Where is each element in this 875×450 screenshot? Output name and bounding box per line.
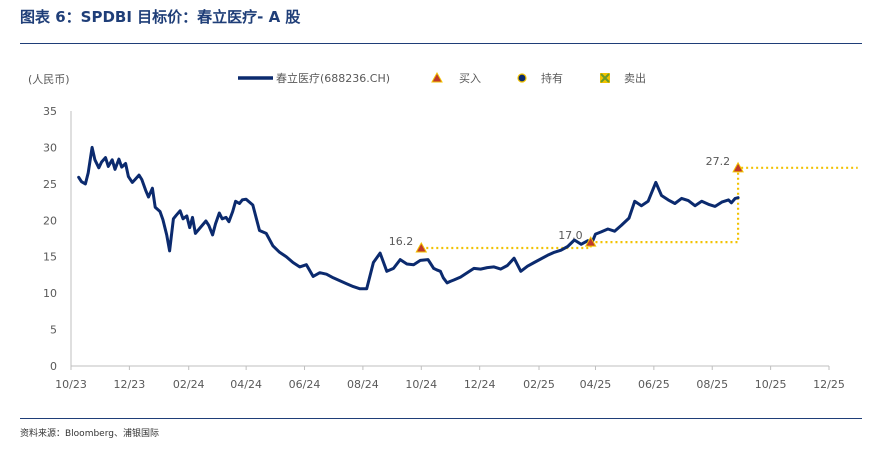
price-series (77, 145, 740, 291)
x-tick-label: 08/25 (696, 378, 728, 391)
y-tick-label: 5 (50, 324, 57, 337)
legend-entry-sell: 卖出 (624, 71, 646, 85)
target-price-label: 16.2 (389, 235, 414, 248)
y-tick-label: 25 (43, 178, 57, 191)
target-price-label: 27.2 (706, 155, 731, 168)
y-tick-label: 10 (43, 287, 57, 300)
x-tick-label: 06/25 (638, 378, 670, 391)
legend-entry-price: 春立医疗(688236.CH) (276, 71, 390, 85)
figure-title: 图表 6：SPDBI 目标价：春立医疗- A 股 (20, 8, 301, 26)
x-tick-label: 02/25 (523, 378, 555, 391)
y-tick-label: 20 (43, 214, 57, 227)
footer-rule (20, 418, 862, 419)
rating-markers: 16.2 17.0 27.2 (389, 155, 744, 253)
x-tick-label: 10/24 (405, 378, 437, 391)
y-tick-label: 0 (50, 360, 57, 373)
x-tick-label: 12/24 (464, 378, 496, 391)
target-price-label: 17.0 (558, 229, 583, 242)
header-rule (20, 43, 862, 44)
axes (70, 111, 829, 367)
x-axis-ticks: 10/23 12/23 02/24 04/24 06/24 08/24 10/24 12/24… (55, 366, 845, 391)
y-tick-label: 15 (43, 251, 57, 264)
legend-entry-buy: 买入 (459, 72, 481, 85)
buy-marker (732, 161, 744, 173)
x-tick-label: 02/24 (173, 378, 205, 391)
legend-entry-hold: 持有 (541, 71, 563, 85)
x-tick-label: 10/25 (755, 378, 787, 391)
y-tick-label: 30 (43, 141, 57, 154)
hold-circle-icon (517, 73, 527, 83)
sell-x-icon (600, 73, 610, 83)
x-tick-label: 12/25 (813, 378, 845, 391)
target-price-line (421, 166, 858, 250)
y-tick-label: 35 (43, 105, 57, 118)
y-axis-ticks: 0 5 10 15 20 25 30 35 (43, 105, 57, 373)
x-tick-label: 06/24 (289, 378, 321, 391)
x-tick-label: 04/24 (230, 378, 262, 391)
x-tick-label: 10/23 (55, 378, 87, 391)
target-price-path (421, 166, 858, 250)
unit-label: (人民币) (28, 73, 70, 86)
x-tick-label: 04/25 (580, 378, 612, 391)
price-line (77, 145, 740, 291)
buy-marker (584, 236, 597, 247)
chart-legend: 春立医疗(688236.CH) 买入 持有 卖出 (238, 71, 646, 85)
buy-marker (415, 241, 428, 253)
x-tick-label: 08/24 (347, 378, 379, 391)
source-note: 资料来源：Bloomberg、浦银国际 (20, 429, 159, 439)
buy-triangle-icon (431, 71, 443, 83)
x-tick-label: 12/23 (114, 378, 146, 391)
